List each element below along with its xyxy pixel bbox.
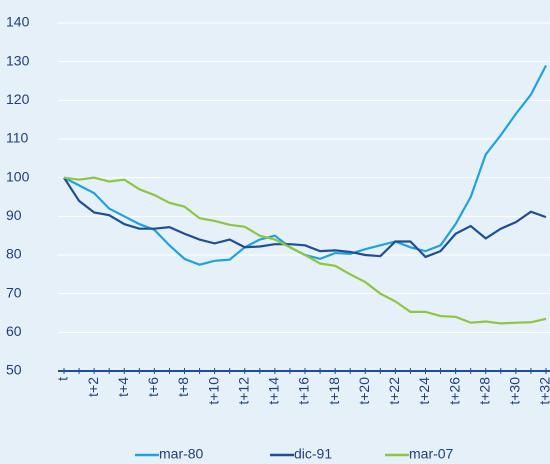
series-line — [63, 65, 547, 266]
x-tick-label: t+8 — [175, 377, 191, 397]
x-tick-label: t+12 — [235, 377, 251, 405]
x-tick-label: t+22 — [386, 377, 402, 405]
x-tick-label: t+28 — [476, 377, 492, 405]
x-tick-label: t+6 — [145, 377, 161, 397]
x-tick-label: t+30 — [507, 377, 523, 405]
x-tick-label: t+32 — [537, 377, 550, 405]
y-tick-label: 110 — [6, 130, 29, 146]
x-tick-label: t+20 — [356, 377, 372, 405]
x-tick-label: t+14 — [266, 377, 282, 405]
x-tick-label: t+4 — [115, 377, 131, 397]
legend-label: mar-80 — [159, 446, 204, 462]
y-tick-label: 120 — [6, 91, 30, 107]
y-tick-label: 80 — [6, 246, 22, 262]
x-tick-label: t+16 — [296, 377, 312, 405]
x-tick-label: t+26 — [446, 377, 462, 405]
y-tick-label: 70 — [6, 284, 22, 300]
x-tick-label: t+24 — [416, 377, 432, 405]
x-tick-label: t — [55, 377, 71, 381]
y-tick-label: 60 — [6, 323, 22, 339]
legend-label: mar-07 — [409, 446, 454, 462]
legend-label: dic-91 — [294, 446, 332, 462]
y-tick-label: 140 — [6, 14, 30, 30]
series-line — [63, 177, 547, 259]
x-tick-label: t+2 — [85, 377, 101, 397]
x-tick-label: t+18 — [326, 377, 342, 405]
x-tick-label: t+10 — [205, 377, 221, 405]
y-tick-label: 50 — [6, 362, 22, 378]
y-tick-label: 100 — [6, 168, 30, 184]
series-line — [63, 176, 547, 325]
y-tick-label: 90 — [6, 207, 22, 223]
y-tick-label: 130 — [6, 52, 30, 68]
